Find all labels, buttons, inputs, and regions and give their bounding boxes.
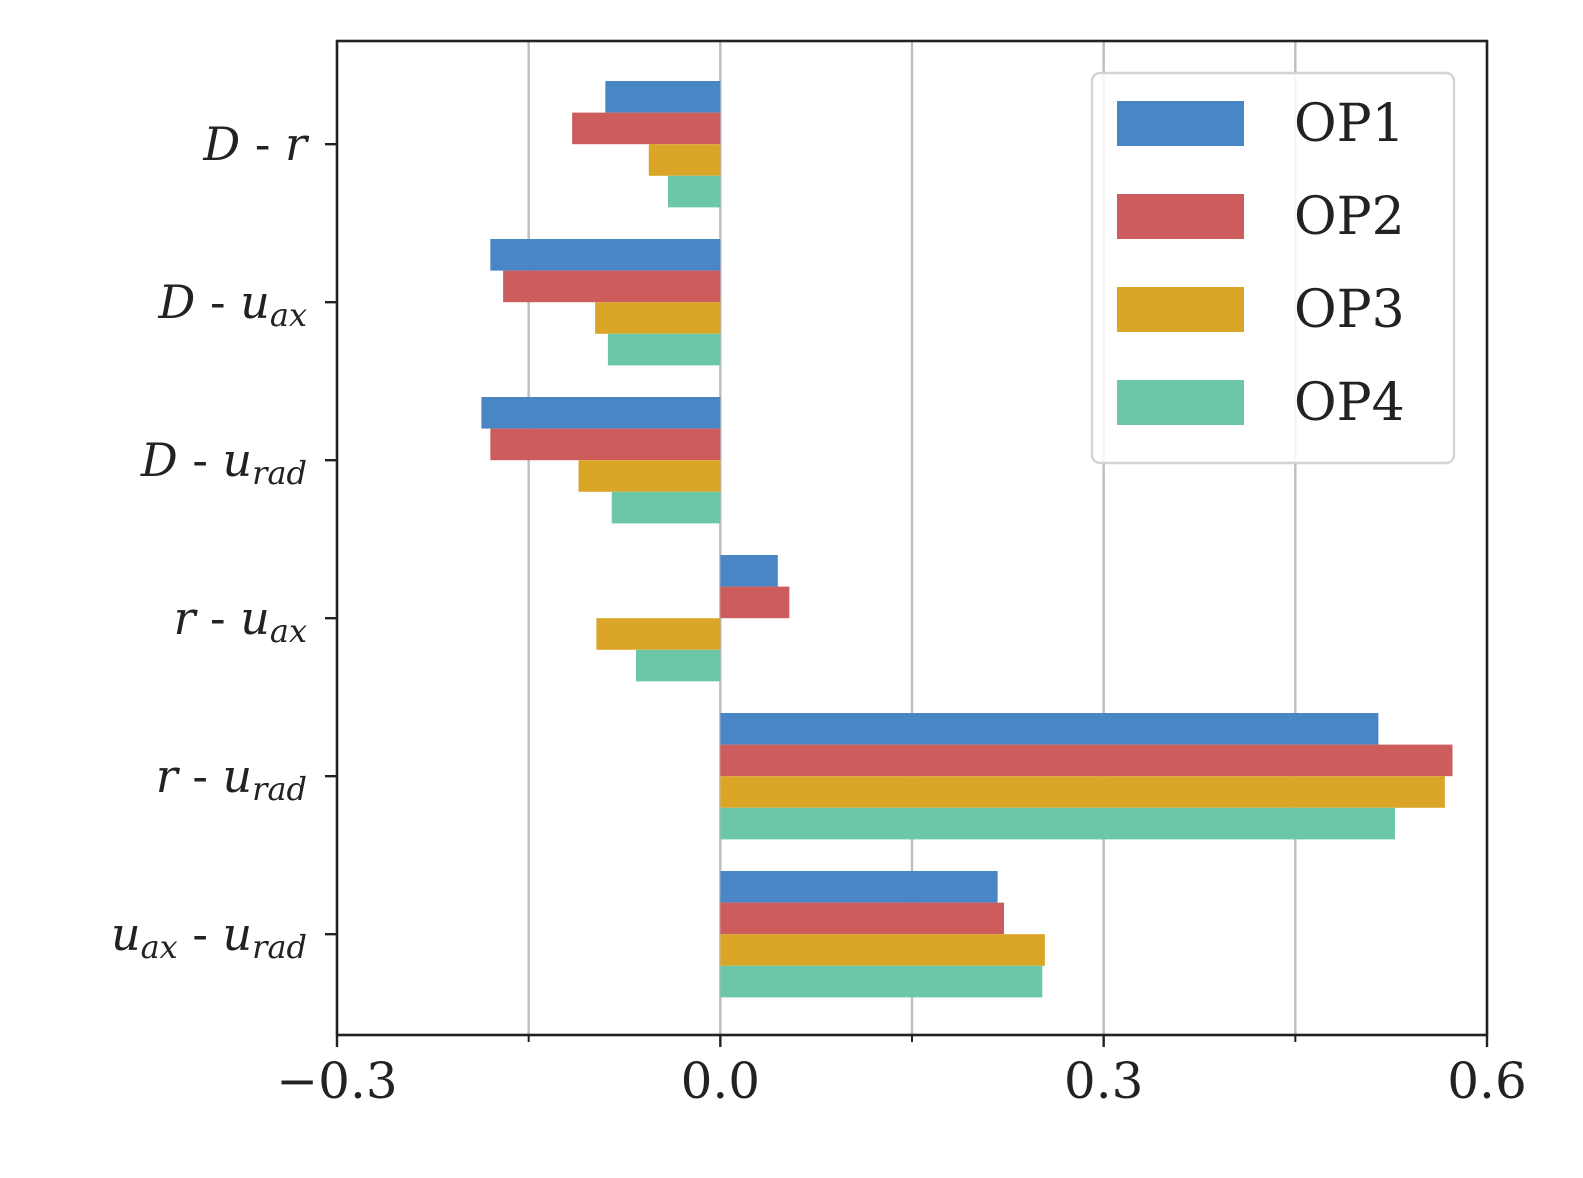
label-part: u: [223, 433, 253, 487]
bar-op4-4: [720, 807, 1395, 840]
bar-op2-3: [720, 586, 790, 619]
legend-label-op1: OP1: [1294, 94, 1405, 154]
label-part: D: [202, 117, 240, 171]
bar-op4-1: [607, 333, 721, 366]
bar-op4-0: [667, 175, 721, 208]
label-subscript: rad: [252, 454, 307, 492]
bar-op3-1: [595, 302, 721, 334]
bar-op3-3: [596, 618, 721, 650]
label-subscript: ax: [141, 928, 178, 966]
y-tick-label: r - urad: [156, 749, 307, 808]
legend-label-op2: OP2: [1294, 187, 1405, 247]
label-part: D: [140, 433, 178, 487]
bar-op1-2: [481, 397, 721, 429]
bar-op3-4: [720, 776, 1445, 808]
bar-op2-0: [572, 112, 721, 145]
legend-label-op4: OP4: [1294, 373, 1405, 433]
label-part: -: [195, 275, 240, 329]
bar-op4-5: [720, 965, 1043, 998]
label-part: u: [240, 275, 270, 329]
legend-swatch-op1: [1117, 101, 1244, 146]
bar-op1-1: [490, 239, 721, 271]
legend-swatch-op4: [1117, 380, 1244, 425]
label-subscript: ax: [270, 612, 307, 650]
label-part: -: [195, 591, 240, 645]
bar-op3-2: [578, 460, 721, 492]
label-part: u: [223, 749, 253, 803]
label-subscript: rad: [252, 770, 307, 808]
label-part: -: [178, 433, 223, 487]
bar-op2-4: [720, 744, 1453, 777]
label-part: D: [158, 275, 196, 329]
y-tick-label: D - uax: [158, 275, 307, 334]
bar-op1-0: [605, 81, 721, 113]
label-part: -: [240, 117, 285, 171]
bar-op3-0: [648, 144, 721, 176]
bar-op2-2: [490, 428, 721, 461]
label-part: r: [173, 591, 198, 645]
legend-swatch-op2: [1117, 194, 1244, 239]
label-part: -: [178, 907, 223, 961]
label-part: -: [178, 749, 223, 803]
label-part: u: [240, 591, 270, 645]
bar-op1-5: [720, 871, 998, 903]
x-tick-label: −0.3: [276, 1052, 397, 1110]
y-tick-label: r - uax: [173, 591, 307, 650]
y-tick-label: D - r: [202, 117, 310, 171]
bar-op4-3: [636, 649, 721, 682]
x-tick-label: 0.6: [1447, 1052, 1527, 1110]
label-subscript: rad: [252, 928, 307, 966]
legend-label-op3: OP3: [1294, 280, 1405, 340]
y-tick-label: D - urad: [140, 433, 307, 492]
y-tick-label: uax - urad: [111, 907, 307, 966]
bar-layer: [481, 81, 1453, 998]
label-part: r: [285, 117, 310, 171]
label-subscript: ax: [270, 296, 307, 334]
bar-op4-2: [611, 491, 721, 524]
label-part: r: [156, 749, 181, 803]
legend-swatch-op3: [1117, 287, 1244, 332]
x-tick-label: 0.3: [1064, 1052, 1144, 1110]
label-part: u: [111, 907, 141, 961]
bar-op2-1: [503, 270, 721, 303]
bar-op1-4: [720, 713, 1379, 745]
label-part: u: [223, 907, 253, 961]
legend: OP1 OP2 OP3 OP4: [1090, 71, 1456, 465]
bar-op2-5: [720, 902, 1004, 935]
bar-op1-3: [720, 555, 778, 587]
bar-op3-5: [720, 934, 1045, 966]
legend-box: [1090, 71, 1456, 465]
x-tick-label: 0.0: [681, 1052, 761, 1110]
